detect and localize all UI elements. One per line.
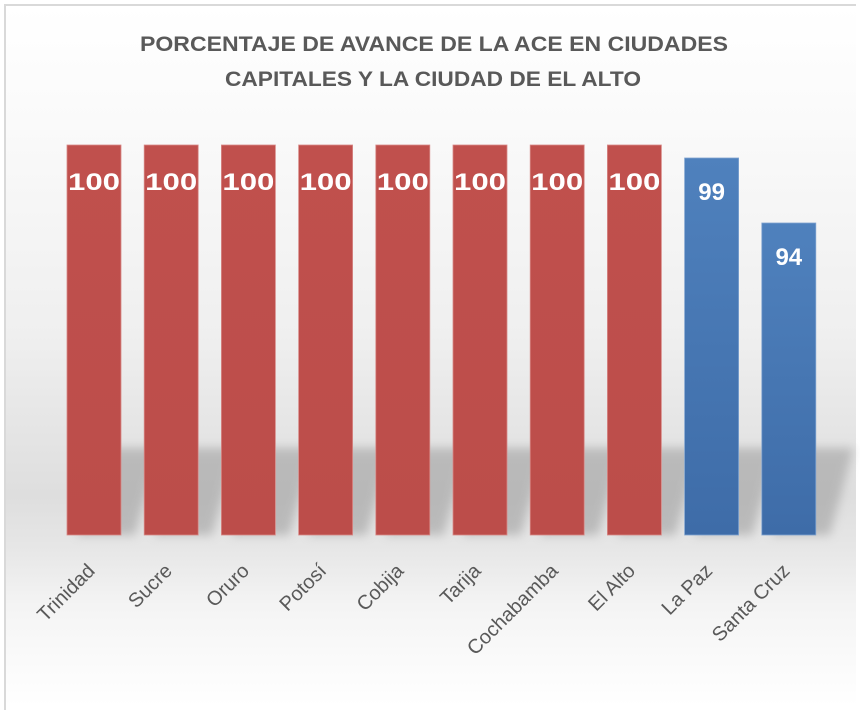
bar-potos-	[298, 144, 354, 536]
data-label-cochabamba: 100	[531, 169, 583, 196]
data-label-santa-cruz: 94	[775, 244, 802, 271]
bar-trinidad	[66, 144, 122, 536]
x-label-santa-cruz: Santa Cruz	[708, 560, 794, 646]
data-label-el-alto: 100	[608, 169, 660, 196]
chart-title-line-1: PORCENTAJE DE AVANCE DE LA ACE EN CIUDAD…	[140, 33, 728, 56]
bar-cobija	[375, 144, 431, 536]
x-label-la-paz: La Paz	[658, 560, 718, 620]
data-label-sucre: 100	[145, 169, 197, 196]
data-label-trinidad: 100	[68, 169, 120, 196]
x-label-oruro: Oruro	[202, 560, 254, 612]
bar-tarija	[452, 144, 508, 536]
bar-oruro	[220, 144, 276, 536]
bar-cochabamba	[529, 144, 585, 536]
x-label-potos-: Potosí	[275, 560, 331, 616]
data-label-la-paz: 99	[698, 179, 725, 206]
data-label-tarija: 100	[454, 169, 506, 196]
bar-el-alto	[607, 144, 662, 536]
x-axis-labels: Trinidad Sucre Oruro Potosí Cobija TarijaCoch…	[33, 559, 794, 659]
x-label-sucre: Sucre	[124, 560, 177, 613]
bar-santa-cruz	[761, 222, 817, 536]
bars	[66, 144, 817, 536]
x-label-cobija: Cobija	[353, 559, 409, 615]
bar-la-paz	[684, 157, 739, 536]
bar-sucre	[143, 144, 199, 536]
data-labels: 100 100 100 100 100 100 100 100 99 94	[68, 169, 803, 271]
chart-title-line-2: CAPITALES Y LA CIUDAD DE EL ALTO	[225, 68, 641, 91]
x-label-tarija: Tarija	[436, 559, 486, 609]
data-label-cobija: 100	[377, 169, 429, 196]
data-label-oruro: 100	[222, 169, 274, 196]
x-label-trinidad: Trinidad	[33, 560, 99, 626]
data-label-potos-: 100	[300, 169, 352, 196]
x-label-el-alto: El Alto	[584, 560, 640, 616]
